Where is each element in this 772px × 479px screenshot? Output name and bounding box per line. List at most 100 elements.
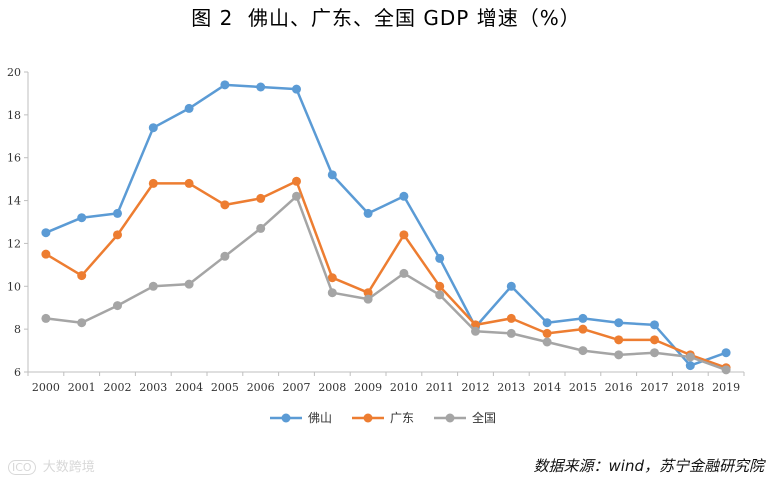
x-tick-label: 2008 (318, 381, 346, 394)
data-point (77, 318, 87, 328)
chart-title: 图 2 佛山、广东、全国 GDP 增速（%） (191, 6, 581, 30)
x-tick-label: 2005 (211, 381, 239, 394)
data-point (650, 320, 659, 330)
data-point (363, 294, 373, 304)
data-point (578, 324, 588, 334)
data-point (184, 178, 194, 188)
data-point (399, 230, 409, 240)
x-tick-label: 2013 (497, 381, 525, 394)
data-point (614, 350, 624, 360)
legend-marker (363, 413, 373, 423)
data-point (256, 223, 266, 233)
y-tick-label: 20 (7, 66, 21, 79)
x-tick-label: 2014 (533, 381, 561, 394)
data-point (399, 191, 409, 201)
data-point (256, 82, 266, 92)
data-point (292, 191, 301, 201)
x-tick-label: 2019 (712, 381, 740, 394)
x-tick-label: 2000 (32, 381, 60, 394)
data-point (41, 249, 51, 259)
legend-label: 全国 (472, 410, 496, 425)
y-tick-label: 18 (7, 109, 21, 122)
data-point (506, 328, 516, 338)
data-point (721, 365, 731, 375)
data-point (542, 328, 552, 338)
data-point (614, 335, 624, 345)
y-tick-label: 12 (7, 237, 21, 250)
data-point (685, 361, 695, 371)
x-tick-label: 2015 (569, 381, 597, 394)
data-point (148, 178, 158, 188)
data-point (650, 348, 659, 358)
x-tick-label: 2001 (68, 381, 96, 394)
data-point (471, 320, 480, 330)
x-tick-label: 2009 (354, 381, 382, 394)
data-point (41, 228, 51, 238)
watermark-logo-icon: ICO (8, 460, 36, 475)
data-point (614, 318, 624, 328)
legend-label: 广东 (390, 411, 414, 425)
data-point (113, 230, 122, 240)
data-point (399, 268, 409, 278)
x-tick-label: 2012 (462, 381, 490, 394)
data-point (578, 346, 588, 356)
data-point (327, 170, 337, 180)
legend-marker (445, 413, 455, 423)
data-point (685, 352, 695, 362)
data-point (41, 313, 51, 323)
data-point (220, 251, 230, 261)
data-point (220, 80, 230, 90)
data-point (471, 326, 480, 336)
x-tick-label: 2011 (426, 381, 454, 394)
watermark-text: 大数跨境 (42, 460, 95, 475)
data-point (542, 337, 552, 347)
data-point (220, 200, 230, 210)
data-point (148, 281, 158, 291)
data-point (77, 213, 87, 223)
source-note: 数据来源：wind，苏宁金融研究院 (533, 457, 764, 475)
data-point (327, 288, 337, 298)
x-tick-label: 2003 (139, 381, 167, 394)
series-line-0 (45, 83, 727, 367)
watermark: ICO 大数跨境 (8, 456, 95, 475)
data-point (435, 281, 445, 291)
data-point (506, 281, 516, 291)
data-point (542, 318, 552, 328)
legend-marker (281, 413, 291, 423)
x-tick-label: 2004 (175, 381, 203, 394)
legend-label: 佛山 (308, 411, 332, 425)
data-point (184, 279, 194, 289)
data-point (327, 273, 337, 283)
y-tick-label: 14 (7, 195, 21, 208)
data-point (113, 208, 122, 218)
data-point (148, 123, 158, 133)
x-tick-label: 2016 (605, 381, 633, 394)
y-tick-label: 16 (7, 152, 21, 165)
y-tick-label: 8 (14, 323, 21, 336)
x-tick-label: 2017 (641, 381, 669, 394)
data-point (113, 301, 122, 311)
data-point (292, 84, 301, 94)
data-point (721, 348, 731, 358)
data-point (578, 313, 588, 323)
y-tick-label: 6 (14, 366, 21, 379)
x-tick-label: 2006 (247, 381, 275, 394)
x-tick-label: 2002 (104, 381, 132, 394)
data-point (77, 271, 87, 281)
data-point (650, 335, 659, 345)
series-line-1 (45, 180, 727, 369)
x-tick-label: 2010 (390, 381, 418, 394)
series-line-2 (45, 195, 727, 372)
x-tick-label: 2007 (283, 381, 311, 394)
data-point (506, 313, 516, 323)
data-point (363, 208, 373, 218)
data-point (435, 290, 445, 300)
data-point (256, 193, 266, 203)
y-tick-label: 10 (7, 280, 21, 293)
data-point (435, 253, 445, 263)
x-tick-label: 2018 (676, 381, 704, 394)
data-point (363, 288, 373, 298)
data-point (184, 103, 194, 113)
data-point (292, 176, 301, 186)
